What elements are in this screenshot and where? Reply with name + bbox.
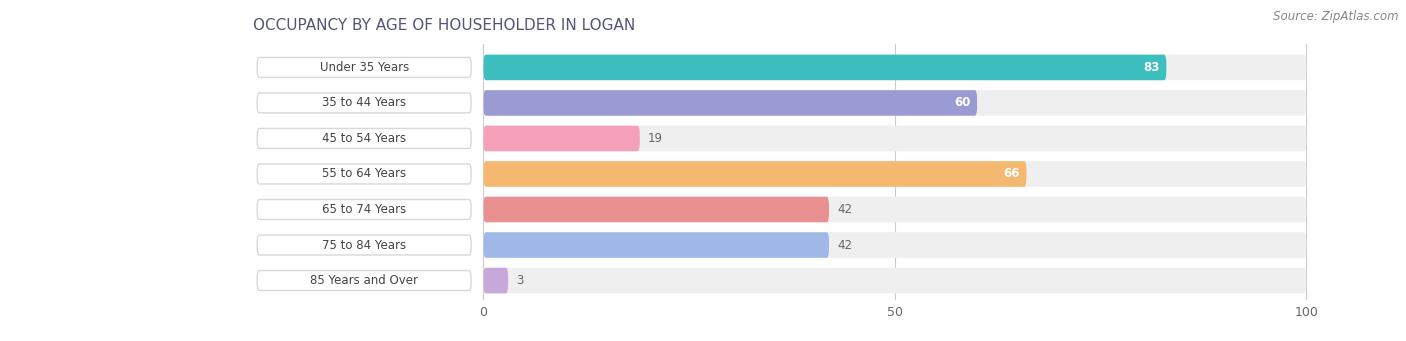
Text: 60: 60 — [955, 97, 970, 109]
Text: 55 to 64 Years: 55 to 64 Years — [322, 167, 406, 180]
FancyBboxPatch shape — [484, 126, 1306, 151]
FancyBboxPatch shape — [257, 93, 471, 113]
FancyBboxPatch shape — [484, 197, 1306, 222]
FancyBboxPatch shape — [484, 268, 508, 293]
FancyBboxPatch shape — [484, 232, 1306, 258]
FancyBboxPatch shape — [484, 268, 1306, 293]
Text: 35 to 44 Years: 35 to 44 Years — [322, 97, 406, 109]
FancyBboxPatch shape — [484, 90, 977, 116]
Text: 3: 3 — [516, 274, 524, 287]
Text: 65 to 74 Years: 65 to 74 Years — [322, 203, 406, 216]
FancyBboxPatch shape — [257, 129, 471, 148]
Text: 83: 83 — [1143, 61, 1160, 74]
FancyBboxPatch shape — [484, 232, 830, 258]
Text: 42: 42 — [837, 238, 852, 252]
Text: 85 Years and Over: 85 Years and Over — [311, 274, 418, 287]
FancyBboxPatch shape — [484, 161, 1026, 187]
Text: OCCUPANCY BY AGE OF HOUSEHOLDER IN LOGAN: OCCUPANCY BY AGE OF HOUSEHOLDER IN LOGAN — [253, 18, 636, 33]
Text: 42: 42 — [837, 203, 852, 216]
FancyBboxPatch shape — [484, 55, 1167, 80]
Text: 19: 19 — [648, 132, 664, 145]
FancyBboxPatch shape — [257, 235, 471, 255]
FancyBboxPatch shape — [257, 57, 471, 77]
Text: 45 to 54 Years: 45 to 54 Years — [322, 132, 406, 145]
FancyBboxPatch shape — [484, 90, 1306, 116]
FancyBboxPatch shape — [484, 161, 1306, 187]
Text: Under 35 Years: Under 35 Years — [319, 61, 409, 74]
FancyBboxPatch shape — [484, 55, 1306, 80]
Text: Source: ZipAtlas.com: Source: ZipAtlas.com — [1274, 10, 1399, 23]
FancyBboxPatch shape — [484, 126, 640, 151]
FancyBboxPatch shape — [257, 164, 471, 184]
FancyBboxPatch shape — [257, 199, 471, 220]
FancyBboxPatch shape — [257, 270, 471, 291]
Text: 75 to 84 Years: 75 to 84 Years — [322, 238, 406, 252]
FancyBboxPatch shape — [484, 197, 830, 222]
Text: 66: 66 — [1004, 167, 1019, 180]
